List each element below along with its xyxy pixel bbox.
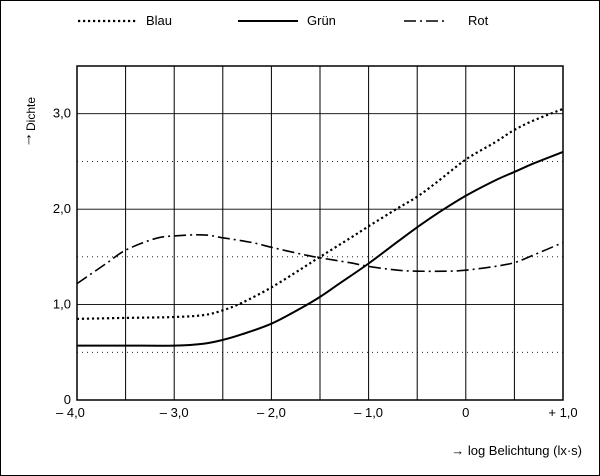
- y-tick-label: 2,0: [53, 201, 71, 216]
- legend-label-blau: Blau: [146, 13, 172, 28]
- x-tick-label: – 2,0: [257, 405, 286, 420]
- y-tick-labels: 0 1,0 2,0 3,0: [53, 106, 71, 407]
- y-tick-label: 3,0: [53, 106, 71, 121]
- series-line-gruen: [76, 150, 564, 347]
- legend-label-gruen: Grün: [307, 13, 336, 28]
- series-line-blau: [76, 107, 564, 320]
- x-tick-label: – 3,0: [160, 405, 189, 420]
- plot-area-border: [76, 65, 564, 401]
- series-lines: [76, 107, 564, 347]
- x-axis-label: → log Belichtung (lx·s): [451, 443, 582, 458]
- y-tick-label: 1,0: [53, 297, 71, 312]
- y-axis-label: Dichte: [24, 97, 38, 131]
- legend: Blau Grün Rot: [78, 13, 489, 28]
- x-tick-label: – 4,0: [56, 405, 85, 420]
- x-tick-labels: – 4,0 – 3,0 – 2,0 – 1,0 0 + 1,0: [56, 405, 578, 420]
- legend-label-rot: Rot: [468, 13, 489, 28]
- y-tick-label: 0: [64, 392, 71, 407]
- y-axis-arrow: ↑: [25, 131, 33, 148]
- x-tick-label: + 1,0: [548, 405, 577, 420]
- y-axis-label-group: Dichte ↑: [24, 97, 38, 148]
- x-tick-label: 0: [462, 405, 469, 420]
- grid: [77, 66, 563, 400]
- series-line-rot: [76, 234, 564, 285]
- x-tick-label: – 1,0: [354, 405, 383, 420]
